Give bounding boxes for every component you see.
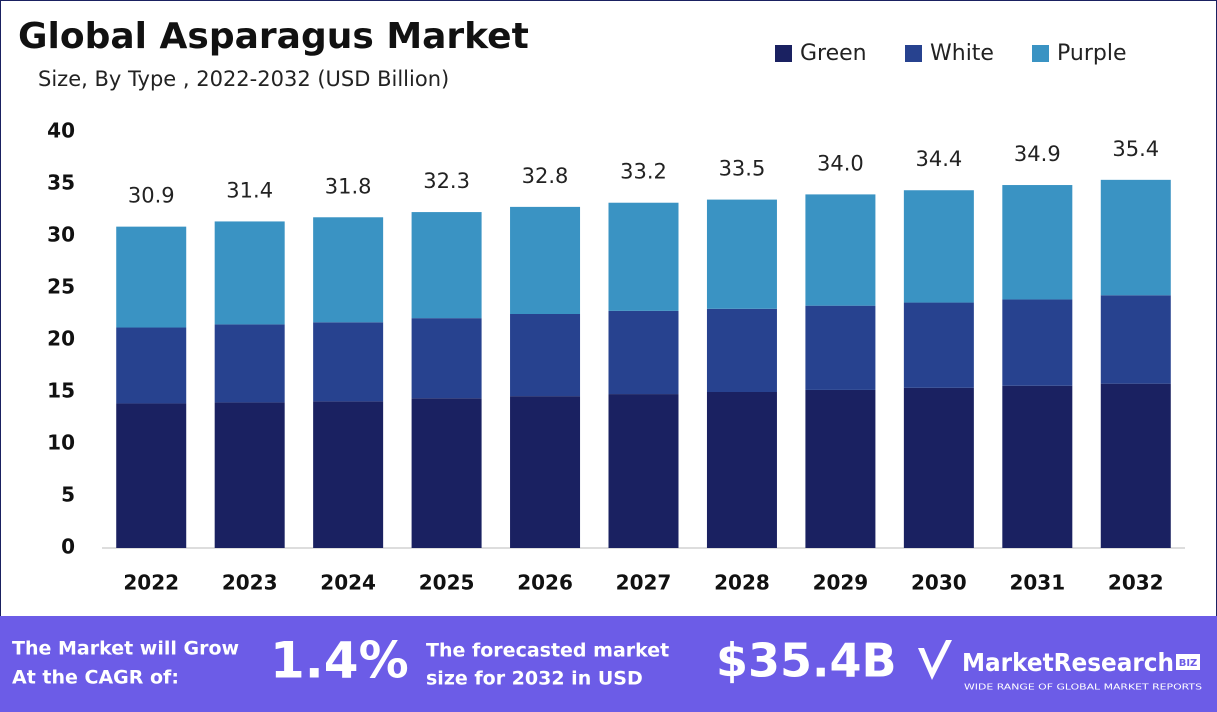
legend-swatch bbox=[1032, 45, 1049, 62]
x-tick-label: 2026 bbox=[517, 571, 573, 595]
tagline: WIDE RANGE OF GLOBAL MARKET REPORTS bbox=[964, 683, 1202, 692]
legend-label: Green bbox=[800, 41, 867, 66]
bar-segment bbox=[411, 398, 482, 548]
total-label: 34.0 bbox=[817, 151, 864, 175]
footer-text: The Market will Grow bbox=[12, 638, 239, 660]
y-tick-label: 30 bbox=[47, 223, 75, 247]
legend-swatch bbox=[775, 45, 792, 62]
bar-segment bbox=[805, 194, 876, 306]
bar-segment bbox=[706, 392, 777, 548]
bar-segment bbox=[313, 401, 384, 548]
y-tick-label: 10 bbox=[47, 431, 75, 455]
total-label: 32.3 bbox=[423, 169, 470, 193]
total-label: 33.5 bbox=[719, 157, 766, 181]
y-tick-label: 0 bbox=[61, 535, 75, 559]
x-tick-label: 2029 bbox=[813, 571, 869, 595]
total-label: 31.4 bbox=[226, 178, 273, 202]
bar-segment bbox=[1100, 295, 1171, 384]
brand-badge: BIZ bbox=[1179, 658, 1198, 669]
legend-swatch bbox=[905, 45, 922, 62]
total-label: 33.2 bbox=[620, 160, 667, 184]
footer-text: size for 2032 in USD bbox=[426, 668, 643, 690]
bar-segment bbox=[608, 202, 679, 311]
bar-segment bbox=[313, 217, 384, 323]
x-tick-label: 2030 bbox=[911, 571, 967, 595]
x-tick-label: 2025 bbox=[419, 571, 475, 595]
footer-text: The forecasted market bbox=[426, 640, 669, 662]
chart-title: Global Asparagus Market bbox=[18, 16, 529, 57]
bar-segment bbox=[411, 212, 482, 319]
legend-label: White bbox=[930, 41, 994, 66]
x-tick-label: 2027 bbox=[616, 571, 672, 595]
brand: MarketResearch bbox=[962, 648, 1174, 677]
bar-segment bbox=[116, 327, 187, 404]
bar-segment bbox=[608, 394, 679, 548]
bar-segment bbox=[805, 389, 876, 548]
footer-forecast: $35.4B bbox=[716, 634, 897, 688]
x-tick-label: 2032 bbox=[1108, 571, 1164, 595]
bar-segment bbox=[214, 221, 285, 325]
bar-segment bbox=[706, 308, 777, 392]
logo-icon bbox=[918, 640, 952, 680]
legend-label: Purple bbox=[1057, 41, 1126, 66]
total-label: 32.8 bbox=[522, 164, 569, 188]
x-tick-label: 2022 bbox=[123, 571, 179, 595]
total-label: 30.9 bbox=[128, 184, 175, 208]
x-tick-label: 2031 bbox=[1009, 571, 1065, 595]
bar-segment bbox=[903, 387, 974, 548]
bar-segment bbox=[706, 199, 777, 309]
y-tick-label: 5 bbox=[61, 483, 75, 507]
bar-segment bbox=[903, 302, 974, 388]
y-tick-label: 15 bbox=[47, 379, 75, 403]
x-tick-label: 2024 bbox=[320, 571, 376, 595]
brand-badge-bg bbox=[1176, 654, 1200, 670]
bar-segment bbox=[903, 190, 974, 303]
chart-subtitle: Size, By Type , 2022-2032 (USD Billion) bbox=[38, 67, 449, 91]
footer-text: At the CAGR of: bbox=[12, 667, 179, 689]
y-tick-label: 25 bbox=[47, 275, 75, 299]
total-label: 34.4 bbox=[915, 147, 962, 171]
total-label: 31.8 bbox=[325, 174, 372, 198]
bar-segment bbox=[116, 226, 187, 328]
footer-band bbox=[0, 616, 1217, 712]
total-label: 34.9 bbox=[1014, 142, 1061, 166]
bar-segment bbox=[1100, 179, 1171, 296]
total-label: 35.4 bbox=[1112, 137, 1159, 161]
bar-segment bbox=[608, 310, 679, 395]
bar-segment bbox=[411, 318, 482, 399]
x-tick-label: 2023 bbox=[222, 571, 278, 595]
y-tick-label: 40 bbox=[47, 119, 75, 143]
y-tick-label: 20 bbox=[47, 327, 75, 351]
bar-segment bbox=[313, 322, 384, 402]
bar-segment bbox=[1002, 299, 1073, 386]
bar-segment bbox=[510, 314, 581, 397]
bar-segment bbox=[1002, 185, 1073, 300]
bar-segment bbox=[1002, 385, 1073, 548]
footer-cagr: 1.4% bbox=[270, 632, 409, 690]
bar-segment bbox=[214, 402, 285, 548]
bar-segment bbox=[805, 305, 876, 390]
x-tick-label: 2028 bbox=[714, 571, 770, 595]
y-tick-label: 35 bbox=[47, 171, 75, 195]
bar-segment bbox=[214, 324, 285, 403]
bar-segment bbox=[1100, 383, 1171, 548]
bar-segment bbox=[510, 396, 581, 548]
bar-segment bbox=[116, 403, 187, 548]
bar-segment bbox=[510, 206, 581, 314]
